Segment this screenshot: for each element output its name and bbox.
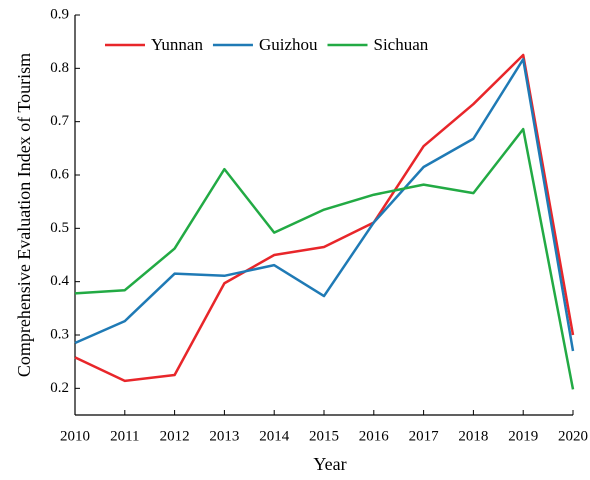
x-tick-label: 2010: [60, 428, 90, 444]
series-line: [74, 58, 575, 352]
x-tick-label: 2016: [359, 428, 390, 444]
x-axis-label: Year: [313, 454, 346, 474]
x-tick-label: 2014: [259, 428, 290, 444]
y-tick-label: 0.9: [50, 6, 69, 22]
x-tick-label: 2015: [309, 428, 339, 444]
y-tick-label: 0.5: [50, 220, 69, 236]
series-line: [74, 127, 575, 390]
y-tick-label: 0.4: [50, 273, 69, 289]
series-line: [74, 53, 575, 383]
y-tick-label: 0.8: [50, 60, 69, 76]
y-axis-label: Comprehensive Evaluation Index of Touris…: [14, 53, 34, 377]
x-tick-label: 2017: [409, 428, 440, 444]
x-tick-label: 2013: [209, 428, 239, 444]
x-tick-label: 2018: [458, 428, 488, 444]
y-tick-label: 0.2: [50, 380, 69, 396]
legend-label: Guizhou: [259, 35, 318, 54]
y-tick-label: 0.7: [50, 113, 69, 129]
y-tick-label: 0.3: [50, 326, 69, 342]
x-tick-label: 2020: [558, 428, 588, 444]
x-tick-label: 2019: [508, 428, 538, 444]
y-tick-label: 0.6: [50, 166, 69, 182]
legend-label: Yunnan: [151, 35, 203, 54]
x-tick-label: 2011: [110, 428, 139, 444]
legend-label: Sichuan: [374, 35, 429, 54]
x-tick-label: 2012: [160, 428, 190, 444]
